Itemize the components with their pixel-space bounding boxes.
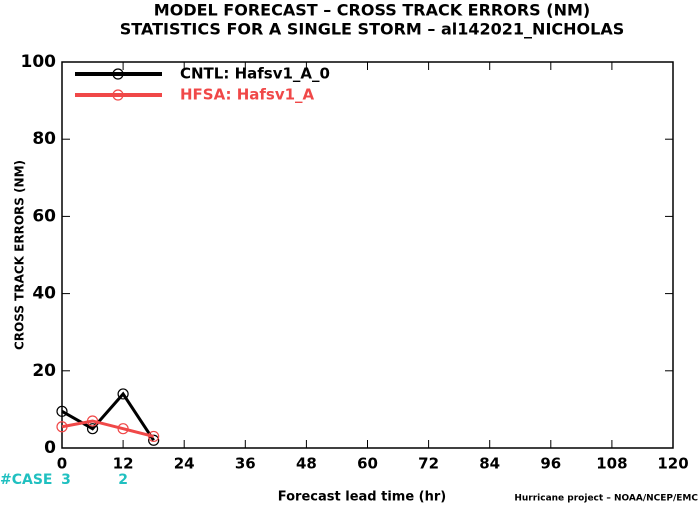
x-tick-label: 108 (596, 455, 627, 473)
series-line (61, 391, 155, 442)
x-axis-label: Forecast lead time (hr) (278, 490, 446, 505)
series-line (61, 419, 155, 438)
series-marker (56, 405, 68, 417)
x-tick-label: 72 (418, 455, 439, 473)
x-tick-label: 84 (479, 455, 500, 473)
legend-label: CNTL: Hafsv1_A_0 (180, 65, 330, 83)
series-marker (117, 388, 129, 400)
series-marker (117, 423, 129, 435)
footer: Hurricane project – NOAA/NCEP/EMC (514, 494, 698, 504)
chart-subtitle: STATISTICS FOR A SINGLE STORM – al142021… (120, 20, 624, 39)
case-count: 2 (118, 472, 128, 488)
y-axis-label: CROSS TRACK ERRORS (NM) (13, 160, 27, 350)
y-tick-label: 80 (32, 129, 56, 149)
x-tick-label: 12 (113, 455, 134, 473)
x-tick-label: 24 (174, 455, 195, 473)
series-marker (86, 415, 99, 427)
legend-marker (112, 68, 124, 80)
series-marker (148, 430, 160, 443)
x-tick-label: 120 (657, 455, 688, 473)
x-tick-label: 48 (296, 455, 317, 473)
y-tick-label: 40 (32, 284, 56, 304)
x-tick-label: 0 (57, 455, 67, 473)
y-tick-label: 20 (32, 361, 56, 381)
series-marker (86, 423, 99, 435)
chart-title: MODEL FORECAST – CROSS TRACK ERRORS (NM) (154, 1, 590, 20)
plot-frame (61, 61, 674, 449)
x-tick-label: 36 (235, 455, 256, 473)
case-label: #CASE (0, 472, 53, 488)
y-tick-label: 0 (44, 438, 56, 458)
case-count: 3 (61, 472, 71, 488)
y-tick-label: 60 (32, 206, 56, 226)
y-tick-label: 100 (21, 52, 57, 72)
series-marker (56, 421, 68, 433)
x-tick-label: 96 (540, 455, 561, 473)
legend-marker (112, 89, 124, 101)
legend-label: HFSA: Hafsv1_A (180, 86, 315, 104)
x-tick-label: 60 (357, 455, 378, 473)
